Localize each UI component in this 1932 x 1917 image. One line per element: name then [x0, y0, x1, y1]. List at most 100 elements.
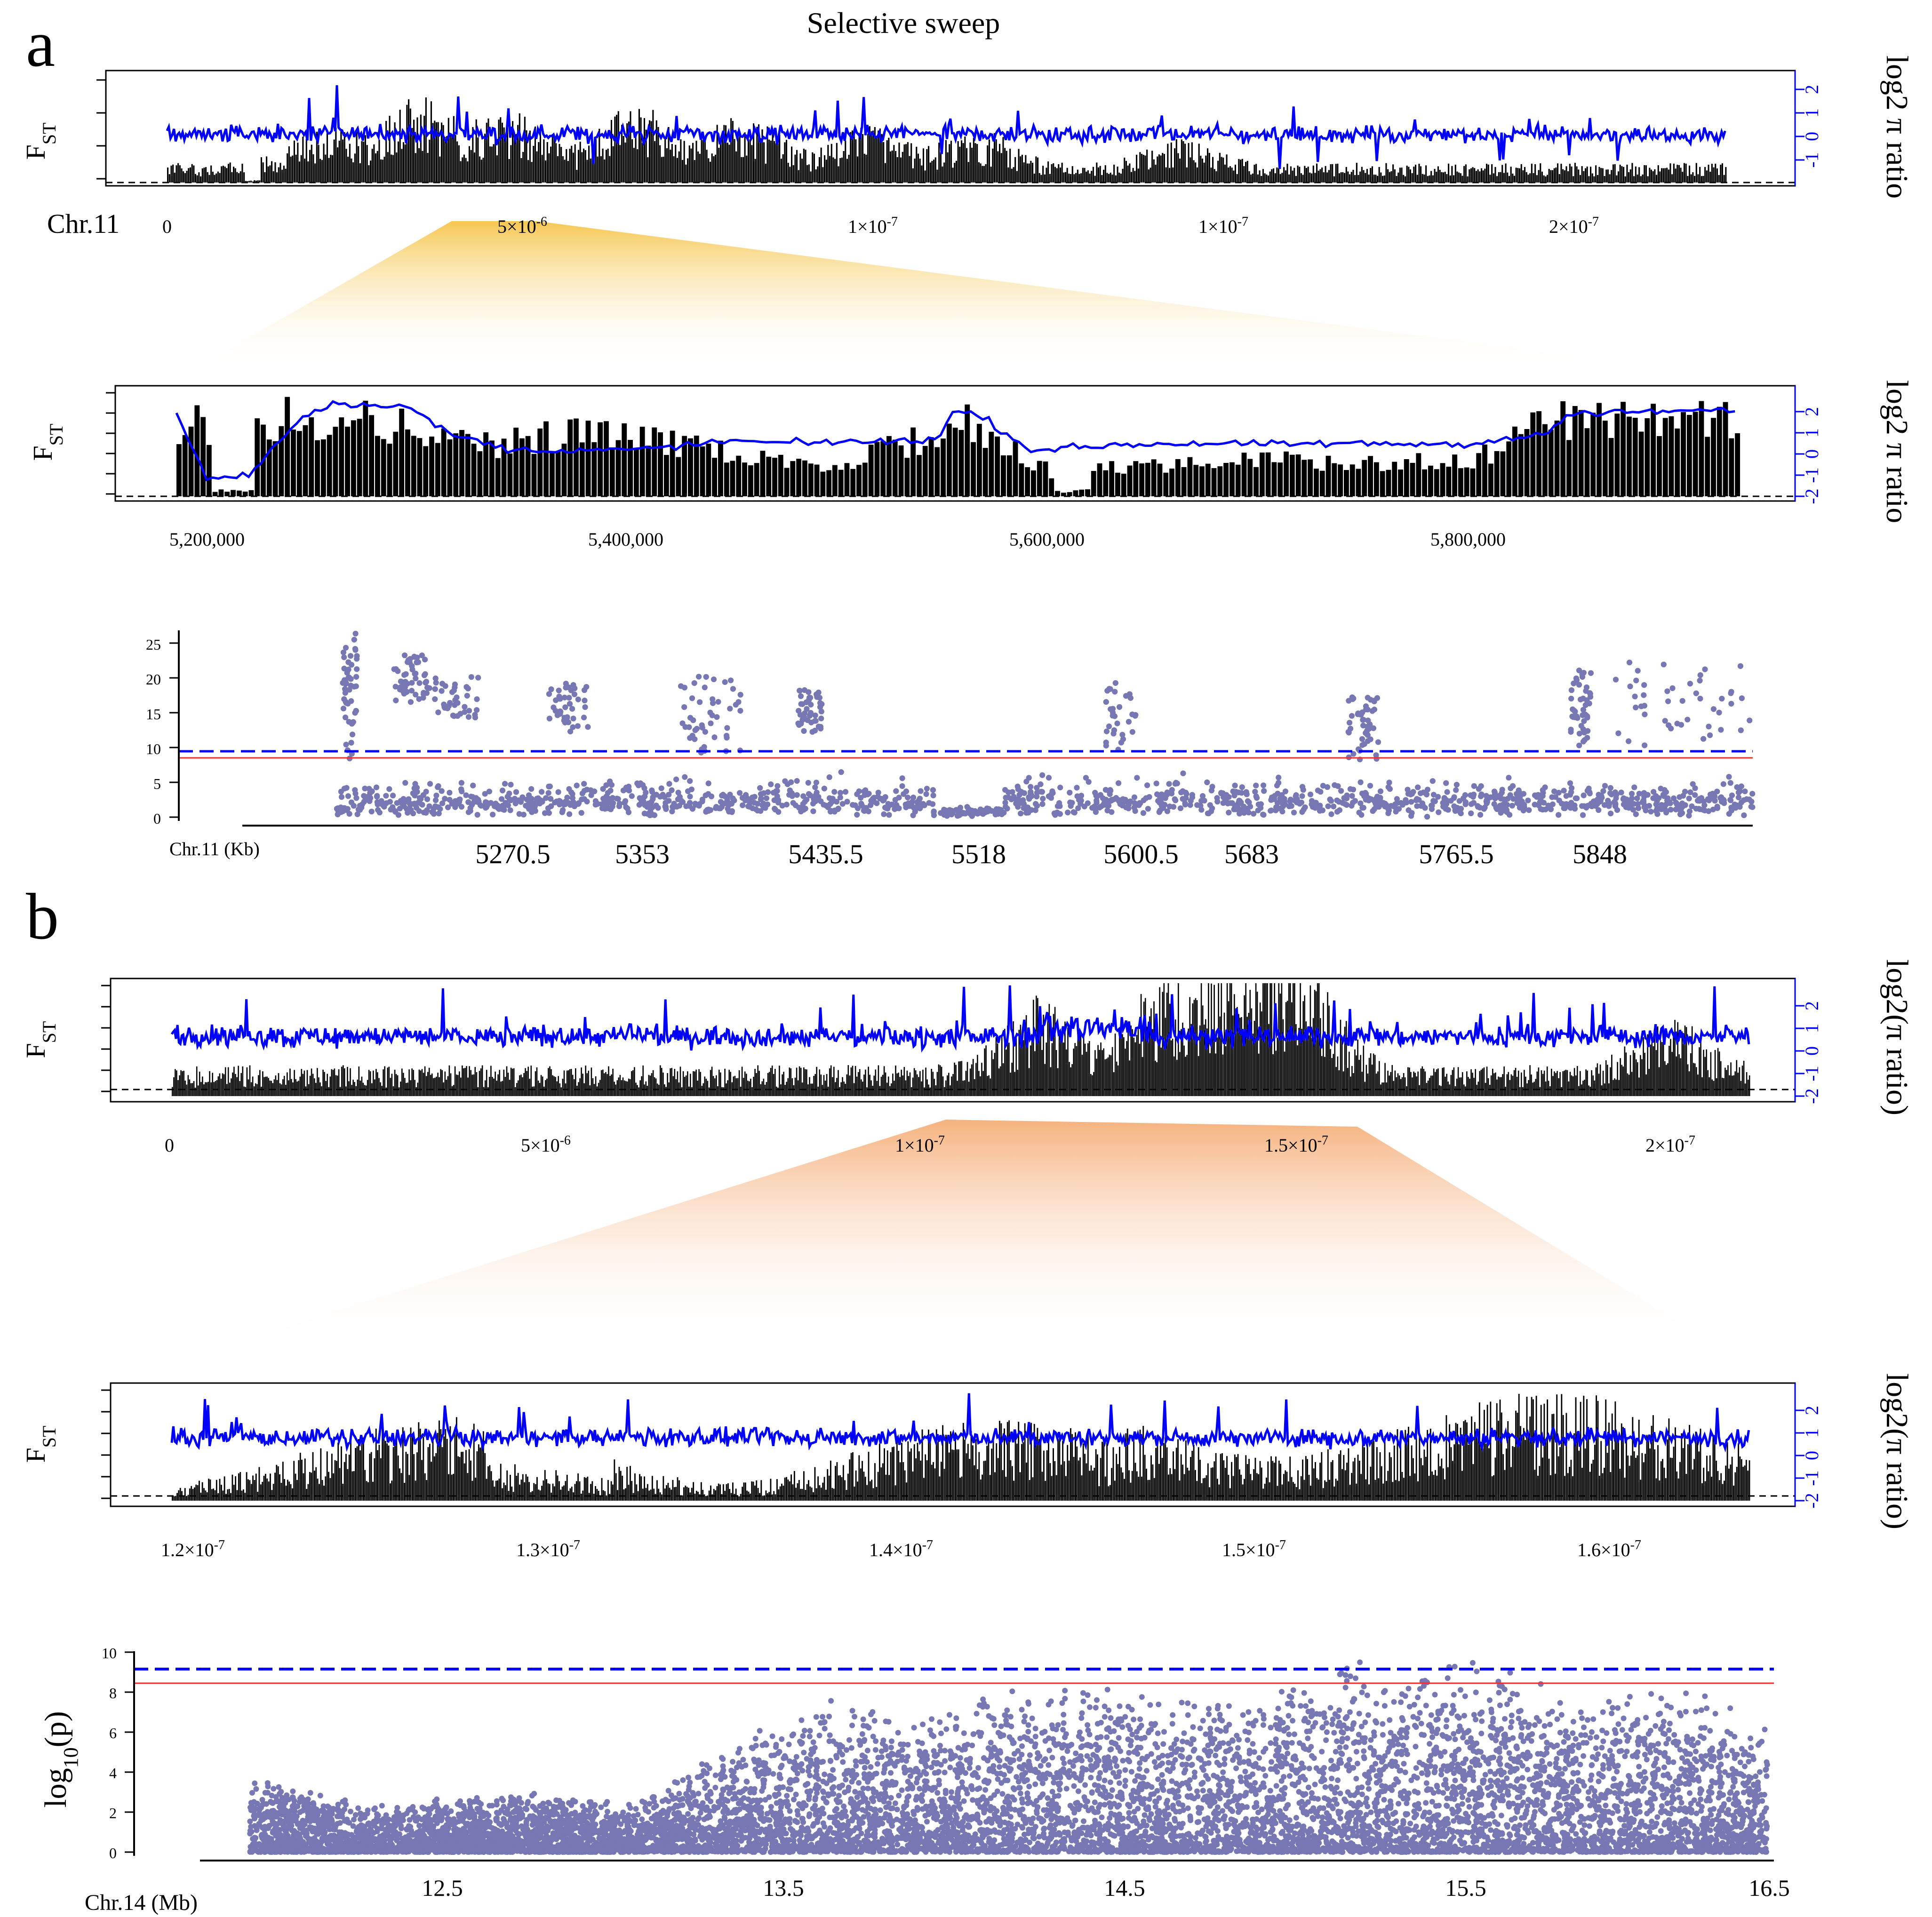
- fst-bar: [315, 440, 320, 496]
- fst-bar: [815, 169, 817, 183]
- fst-bar: [266, 439, 272, 496]
- fst-bar: [247, 181, 248, 183]
- fst-bar: [1664, 168, 1666, 183]
- scatter-point: [1112, 689, 1118, 695]
- fst-bar: [1565, 166, 1567, 183]
- fst-bar: [1399, 167, 1401, 183]
- fst-bar: [982, 448, 988, 496]
- fst-bar: [1155, 164, 1157, 183]
- fst-bar: [1205, 155, 1207, 183]
- fst-bar: [1635, 166, 1637, 183]
- fst-bar: [321, 160, 323, 183]
- scatter-point: [1207, 802, 1213, 808]
- fst-bar: [218, 489, 224, 496]
- fst-bar: [936, 169, 938, 183]
- fst-bar: [869, 126, 870, 183]
- fst-bar: [373, 144, 375, 183]
- scatter-point: [826, 774, 832, 780]
- fst-bar: [759, 138, 761, 183]
- fst-bar: [1519, 168, 1521, 183]
- fst-bar: [812, 152, 814, 183]
- fst-bar: [1231, 167, 1233, 183]
- fst-bar: [1666, 167, 1668, 183]
- fst-bar: [555, 143, 557, 183]
- scatter-point: [575, 696, 581, 702]
- fst-bar: [604, 421, 609, 496]
- fst-bar: [704, 138, 706, 183]
- a2-xtick: 5,400,000: [588, 529, 663, 550]
- fst-bar: [605, 150, 607, 183]
- scatter-point: [1291, 810, 1297, 816]
- fst-bar: [311, 144, 312, 183]
- fst-bar: [183, 171, 184, 183]
- fst-bar: [924, 170, 926, 183]
- fst-bar: [690, 148, 692, 183]
- fst-bar: [285, 168, 287, 183]
- fst-bar: [1576, 166, 1578, 183]
- fst-bar: [1352, 169, 1354, 183]
- fst-bar: [351, 420, 356, 496]
- fst-bar: [1706, 170, 1708, 183]
- fst-bar: [637, 149, 639, 183]
- fst-bar: [1543, 175, 1545, 183]
- fst-bar: [300, 155, 302, 183]
- scatter-point: [1131, 794, 1137, 800]
- a1-xtick: 2×10-7: [1549, 215, 1599, 238]
- fst-bar: [1195, 162, 1197, 183]
- fst-bar: [1436, 171, 1437, 183]
- fst-bar: [1151, 459, 1157, 496]
- fst-bar: [988, 139, 990, 183]
- fst-bar: [1494, 451, 1500, 496]
- fst-bar: [351, 158, 352, 183]
- fst-bar: [549, 452, 555, 496]
- fst-bar: [832, 465, 838, 496]
- fst-bar: [392, 155, 394, 183]
- fst-bar: [718, 148, 720, 183]
- fst-bar: [496, 155, 498, 183]
- fst-bar: [1401, 167, 1403, 183]
- fst-bar: [1638, 167, 1640, 183]
- fst-bar: [770, 140, 772, 183]
- fst-bar: [1314, 173, 1316, 183]
- fst-bar: [1344, 470, 1349, 496]
- fst-bar: [338, 141, 340, 183]
- fst-bar: [1373, 175, 1375, 183]
- fst-bar: [179, 165, 181, 183]
- fst-bar: [1545, 176, 1547, 183]
- fst-bar: [1602, 421, 1608, 496]
- fst-bar: [482, 158, 484, 183]
- fst-bar: [1205, 463, 1211, 496]
- fst-bar: [375, 436, 380, 496]
- fst-bar: [562, 156, 564, 183]
- fst-bar: [1489, 175, 1491, 183]
- fst-bar: [952, 167, 954, 183]
- scatter-point: [435, 783, 441, 789]
- fst-bar: [661, 157, 663, 183]
- fst-bar: [1255, 164, 1257, 183]
- fst-bar: [1132, 167, 1134, 183]
- panel-a-label: a: [26, 8, 55, 80]
- scatter-point: [1600, 788, 1606, 794]
- a2-rtick: 0: [1801, 449, 1822, 459]
- fst-bar: [1479, 171, 1481, 183]
- fst-bar: [224, 492, 230, 496]
- fst-bar: [1248, 171, 1250, 183]
- fst-bar: [1425, 165, 1427, 183]
- fst-bar: [683, 141, 685, 183]
- fst-bar: [716, 125, 718, 183]
- fst-bar: [484, 134, 486, 183]
- fst-bar: [1144, 155, 1146, 183]
- fst-bar: [841, 158, 843, 183]
- fst-bar: [1612, 164, 1614, 183]
- fst-bar: [1416, 453, 1421, 496]
- fst-bar: [477, 137, 479, 183]
- fst-bar: [697, 151, 699, 183]
- scatter-point: [687, 794, 693, 800]
- fst-bar: [612, 146, 614, 183]
- fst-bar: [982, 166, 983, 183]
- scatter-point: [1299, 793, 1305, 799]
- fst-bar: [670, 430, 675, 496]
- fst-bar: [1000, 153, 1002, 183]
- fst-bar: [1177, 153, 1179, 183]
- fst-bar: [472, 127, 474, 183]
